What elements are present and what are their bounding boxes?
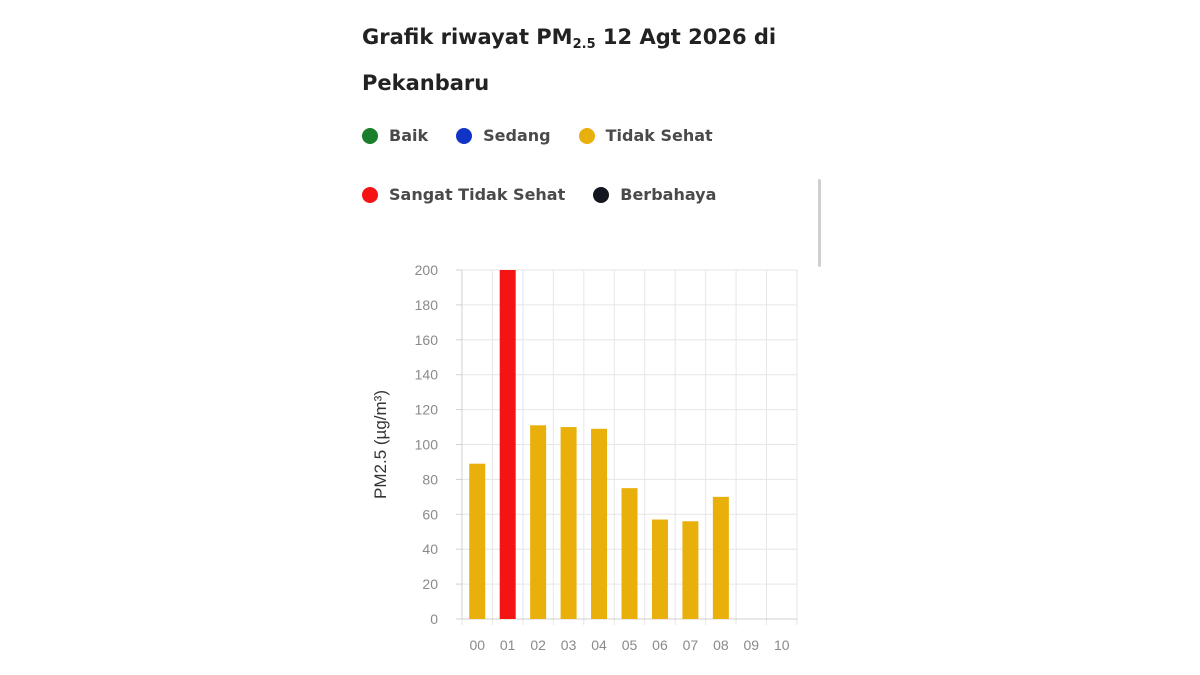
legend-item-tidak-sehat[interactable]: Tidak Sehat <box>578 126 713 145</box>
bar-03 <box>560 427 577 619</box>
y-tick-label: 40 <box>422 541 438 557</box>
title-text-1: Grafik riwayat PM <box>362 25 573 49</box>
y-tick-label: 160 <box>415 332 439 348</box>
title-subscript: 2.5 <box>572 37 596 52</box>
y-tick-label: 200 <box>415 262 439 278</box>
title-text-2: 12 Agt 2026 di Pekanbaru <box>362 25 777 95</box>
bar-06 <box>651 519 668 619</box>
y-axis-label: PM2.5 (µg/m³) <box>371 390 390 499</box>
legend-row-1: Baik Sedang Tidak Sehat <box>362 126 741 145</box>
legend-label: Sedang <box>483 126 551 145</box>
x-tick-label: 08 <box>713 637 729 653</box>
legend-dot-baik <box>362 127 378 144</box>
y-tick-label: 140 <box>415 367 439 383</box>
y-tick-label: 180 <box>415 297 439 313</box>
legend-item-sedang[interactable]: Sedang <box>456 126 551 145</box>
x-tick-label: 05 <box>622 637 638 653</box>
x-tick-label: 09 <box>744 637 760 653</box>
x-tick-label: 06 <box>652 637 668 653</box>
scrollbar-thumb[interactable] <box>818 179 821 267</box>
bar-04 <box>591 428 608 619</box>
x-tick-label: 04 <box>591 637 607 653</box>
x-tick-label: 07 <box>683 637 699 653</box>
bar-05 <box>621 488 638 619</box>
bar-08 <box>712 496 729 619</box>
legend-label: Berbahaya <box>620 185 717 204</box>
y-tick-label: 20 <box>422 576 438 592</box>
legend-dot-berbahaya <box>593 186 610 203</box>
legend-dot-tidak-sehat <box>578 127 595 144</box>
legend-item-berbahaya[interactable]: Berbahaya <box>593 185 716 204</box>
y-tick-label: 120 <box>415 402 439 418</box>
legend-item-sangat-tidak-sehat[interactable]: Sangat Tidak Sehat <box>362 185 565 204</box>
legend-label: Baik <box>389 126 429 145</box>
legend-item-baik[interactable]: Baik <box>362 126 428 145</box>
bar-02 <box>530 425 547 619</box>
legend-dot-sedang <box>456 127 473 144</box>
y-tick-label: 100 <box>415 437 439 453</box>
bar-07 <box>682 521 699 619</box>
x-tick-label: 10 <box>774 637 790 653</box>
bar-01 <box>499 270 516 619</box>
legend-dot-sangat-tidak-sehat <box>362 186 378 203</box>
legend-label: Sangat Tidak Sehat <box>389 185 566 204</box>
legend-row-2: Sangat Tidak Sehat Berbahaya <box>362 185 744 204</box>
y-tick-label: 60 <box>422 506 438 522</box>
x-tick-label: 01 <box>500 637 516 653</box>
y-tick-label: 0 <box>430 611 438 627</box>
y-tick-label: 80 <box>422 471 438 487</box>
legend-label: Tidak Sehat <box>605 126 713 145</box>
bar-00 <box>469 463 486 619</box>
x-tick-label: 02 <box>530 637 546 653</box>
x-tick-label: 00 <box>469 637 485 653</box>
x-tick-label: 03 <box>561 637 577 653</box>
chart-title: Grafik riwayat PM2.5 12 Agt 2026 di Peka… <box>362 18 802 102</box>
